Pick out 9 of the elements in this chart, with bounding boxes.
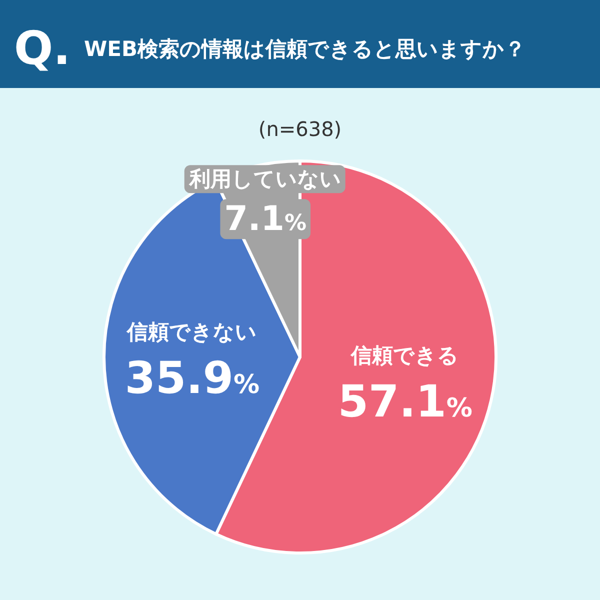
text: Q. <box>14 21 71 75</box>
data-label: 35.9% <box>124 353 260 404</box>
data-label: 57.1% <box>338 376 472 428</box>
slice-label: 信頼できない <box>126 320 258 344</box>
chart-title: WEB検索の情報は信頼できると思いますか？ <box>84 37 526 61</box>
slice-label: 利用していない <box>188 167 342 192</box>
slice-label: 信頼できる <box>350 344 460 368</box>
data-label: 7.1% <box>224 199 306 240</box>
text: (n=638) <box>258 117 342 141</box>
